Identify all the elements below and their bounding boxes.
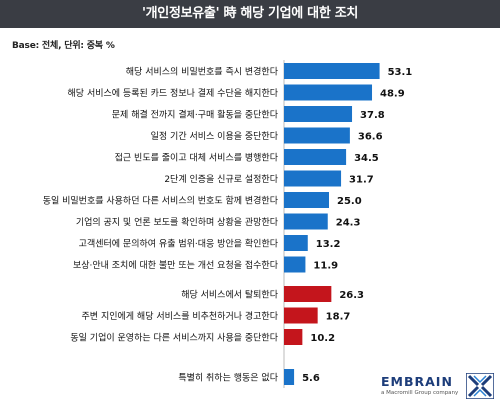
category-label: 동일 비밀번호를 사용하던 다른 서비스의 번호도 함께 변경한다 <box>43 195 279 207</box>
category-label: 해당 서비스에서 탈퇴한다 <box>181 290 279 301</box>
data-label: 53.1 <box>388 67 413 78</box>
data-label: 10.2 <box>310 333 335 344</box>
category-label: 해당 서비스의 비밀번호를 즉시 변경한다 <box>126 66 279 78</box>
brand-mark-icon <box>466 373 494 399</box>
chart-title: '개인정보유출' 時 해당 기업에 대한 조치 <box>0 0 500 28</box>
bar <box>284 149 347 165</box>
brand-logo: EMBRAIN a Macromill Group company <box>381 373 496 401</box>
data-label: 18.7 <box>326 312 351 323</box>
data-label: 36.6 <box>358 132 383 143</box>
category-label: 해당 서비스에 등록된 카드 정보나 결제 수단을 해지한다 <box>68 87 279 99</box>
data-label: 11.9 <box>313 261 338 272</box>
bar <box>284 235 308 251</box>
category-label: 동일 기업이 운영하는 다른 서비스까지 사용을 중단한다 <box>70 333 278 344</box>
category-label: 접근 빈도를 줄이고 대체 서비스를 병행한다 <box>115 152 279 164</box>
category-label: 고객센터에 문의하여 유출 범위·대응 방안을 확인한다 <box>79 238 279 250</box>
bar <box>284 127 350 144</box>
category-label: 기업의 공지 및 언론 보도를 확인하며 상황을 관망한다 <box>76 216 279 228</box>
bar <box>284 106 353 122</box>
category-label: 보상·안내 조치에 대한 불만 또는 개선 요청을 접수한다 <box>73 259 279 271</box>
bar <box>284 63 380 79</box>
bar <box>284 192 329 208</box>
bar <box>284 84 373 101</box>
data-label: 13.2 <box>316 239 341 250</box>
brand-name: EMBRAIN <box>381 374 453 389</box>
category-label: 주변 지인에게 해당 서비스를 비추천하거나 경고한다 <box>82 310 279 322</box>
data-label: 26.3 <box>339 290 364 301</box>
category-label: 2단계 인증을 신규로 설정한다 <box>164 173 278 185</box>
bar <box>284 170 342 187</box>
data-label: 37.8 <box>360 110 385 121</box>
bar <box>284 329 303 345</box>
data-label: 5.6 <box>302 373 320 384</box>
bar <box>284 256 306 273</box>
base-note: Base: 전체, 단위: 중복 % <box>12 41 115 51</box>
data-label: 25.0 <box>337 196 362 207</box>
bar <box>284 286 332 302</box>
bar <box>284 213 328 230</box>
bar <box>284 307 318 324</box>
data-label: 31.7 <box>349 175 374 186</box>
category-label: 문제 해결 전까지 결제·구매 활동을 중단한다 <box>112 109 279 121</box>
category-label: 일정 기간 서비스 이용을 중단한다 <box>151 131 279 142</box>
data-label: 24.3 <box>336 218 361 229</box>
bar <box>284 369 295 385</box>
category-label: 특별히 취하는 행동은 없다 <box>178 372 278 384</box>
data-label: 34.5 <box>354 153 379 164</box>
brand-tagline: a Macromill Group company <box>381 390 459 396</box>
data-label: 48.9 <box>380 89 405 100</box>
